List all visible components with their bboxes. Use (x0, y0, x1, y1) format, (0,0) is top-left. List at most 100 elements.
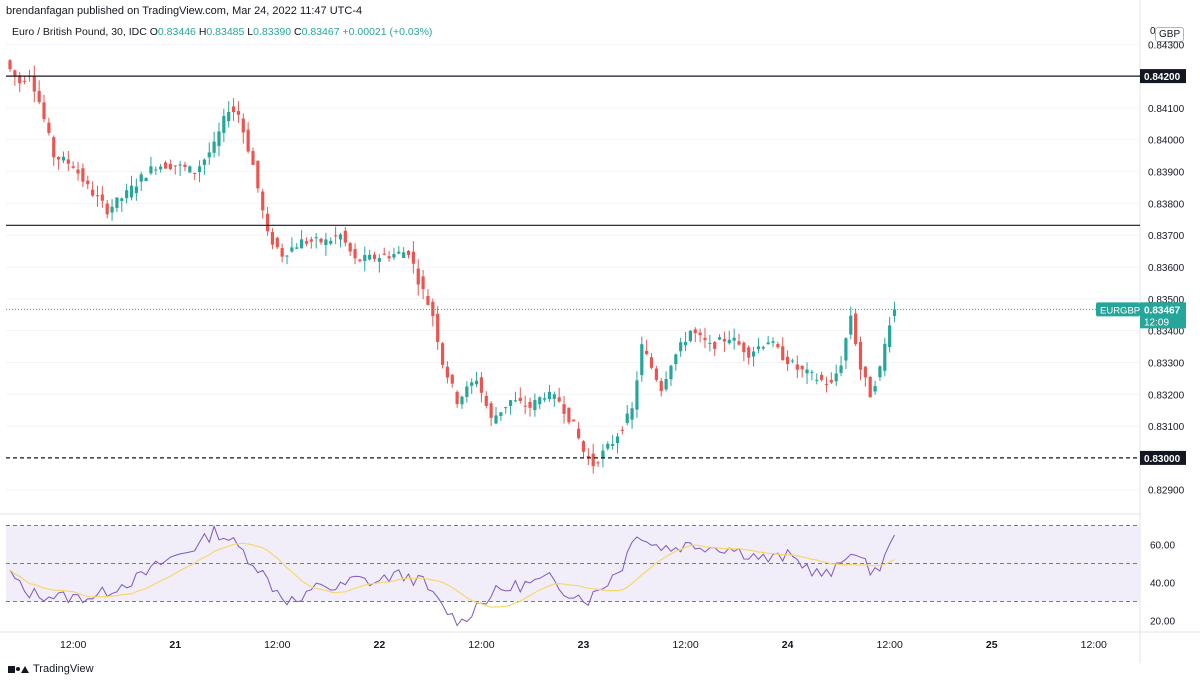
candle-body (538, 397, 542, 405)
candle (557, 387, 561, 403)
candle (290, 237, 294, 253)
candle (683, 331, 688, 352)
candle-body (115, 197, 119, 208)
tradingview-logo-icon (8, 665, 29, 673)
candle (309, 236, 313, 249)
candle (858, 336, 863, 381)
candle (314, 233, 318, 249)
candle (149, 156, 153, 175)
candle (334, 226, 338, 245)
candle (42, 94, 46, 123)
candle (348, 241, 352, 256)
candle-body (261, 191, 265, 211)
candle (71, 161, 75, 169)
candle (231, 98, 236, 121)
candle-body (149, 166, 153, 174)
candle-body (635, 380, 639, 410)
candle (37, 80, 41, 105)
high-label: H (198, 26, 207, 38)
last-price-label: 0.83467 (1144, 305, 1181, 316)
candle (421, 270, 425, 300)
candle-body (683, 341, 688, 346)
candle-body (703, 337, 707, 341)
candle-body (392, 254, 396, 258)
candle-body (217, 131, 221, 147)
candle-body (732, 337, 736, 341)
candle-body (18, 75, 22, 84)
candlestick-series (8, 58, 897, 474)
candle-body (581, 441, 586, 452)
candle (615, 432, 620, 454)
candle (688, 330, 692, 343)
candle-body (207, 152, 211, 158)
candle (115, 197, 119, 212)
candle (217, 122, 221, 157)
candle-body (47, 122, 51, 133)
candle (324, 232, 328, 256)
candle-body (737, 341, 741, 345)
footer-brand[interactable]: TradingView (8, 663, 94, 675)
footer-brand-text: TradingView (33, 663, 94, 675)
candle-body (37, 90, 41, 103)
candle-body (781, 346, 785, 361)
candle (892, 301, 897, 323)
symbol-legend: Euro / British Pound, 30, IDC O0.83446 H… (12, 26, 432, 38)
candle (338, 232, 343, 248)
candle-body (630, 408, 634, 420)
candle (611, 435, 615, 450)
candle-body (543, 398, 547, 400)
candle-body (436, 313, 440, 342)
candle (222, 108, 226, 143)
rsi-line (9, 524, 895, 627)
price-tick-label: 0.83500 (1148, 295, 1185, 306)
candle (868, 375, 872, 398)
candle (620, 426, 624, 435)
price-tick-label: 0.83300 (1148, 358, 1185, 369)
high-value: 0.83485 (206, 26, 245, 38)
candle (445, 361, 449, 384)
candle (820, 371, 824, 382)
candle (105, 200, 109, 219)
candle-body (873, 386, 877, 392)
candle (470, 378, 474, 395)
candle-body (761, 346, 765, 349)
candle-body (474, 380, 479, 385)
candle-body (455, 391, 459, 405)
rsi-tick-label: 20.00 (1150, 617, 1175, 628)
candle (727, 330, 731, 345)
candle-body (620, 429, 624, 431)
candle (300, 229, 304, 249)
candle (742, 341, 746, 362)
candle-body (756, 346, 761, 350)
candle (139, 171, 143, 191)
candle-body (888, 325, 892, 348)
candle (343, 227, 347, 247)
candle-body (645, 350, 649, 355)
candle-body (406, 251, 411, 255)
candle (698, 328, 702, 343)
price-chart[interactable]: 0.84300 0.84100 0.84000 0.83900 0.83800 0.837… (0, 0, 1200, 663)
candle-body (824, 383, 829, 385)
candle (173, 165, 177, 175)
time-tick-label: 21 (169, 639, 181, 651)
candle-body (562, 404, 566, 414)
candle-body (178, 164, 182, 166)
candle-body (76, 169, 80, 174)
candle (717, 334, 722, 341)
candle-body (834, 373, 838, 382)
candle (815, 373, 819, 385)
candle-body (615, 436, 620, 444)
currency-selector[interactable]: GBP (1155, 27, 1185, 42)
candle-body (324, 239, 328, 246)
candle (800, 364, 804, 378)
candle-body (586, 456, 590, 458)
candle (304, 237, 309, 247)
candle (543, 392, 547, 403)
candle-body (251, 151, 255, 165)
candle (572, 419, 576, 422)
candle-body (868, 377, 872, 398)
candle-body (61, 156, 66, 161)
candle-body (450, 374, 454, 384)
candle (358, 258, 362, 263)
